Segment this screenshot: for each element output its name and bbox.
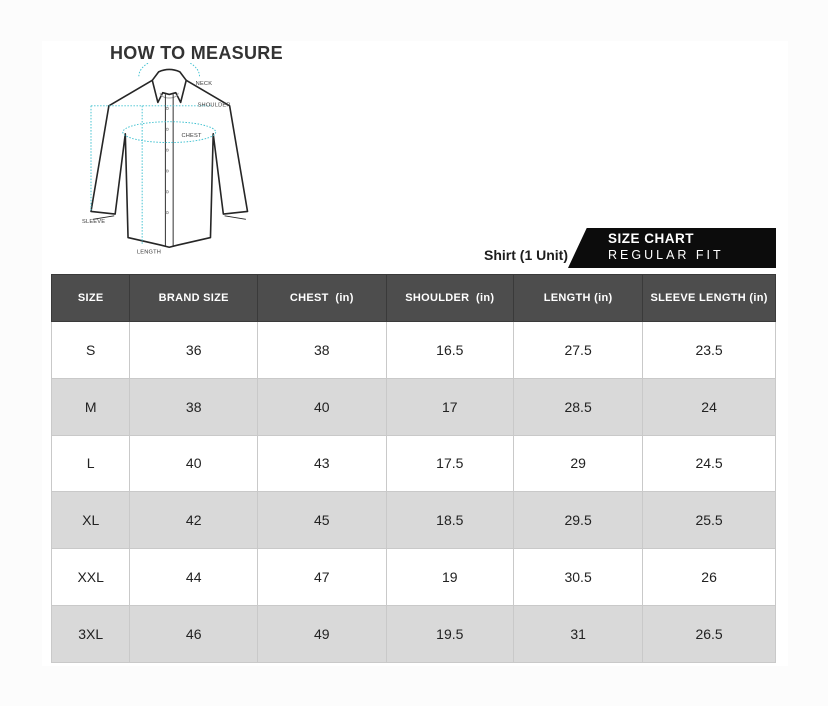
svg-text:LENGTH: LENGTH: [137, 249, 161, 255]
svg-text:NECK: NECK: [196, 81, 213, 87]
svg-text:CHEST: CHEST: [181, 133, 202, 139]
svg-text:SHOULDER: SHOULDER: [198, 103, 231, 109]
svg-text:SLEEVE: SLEEVE: [82, 219, 105, 225]
